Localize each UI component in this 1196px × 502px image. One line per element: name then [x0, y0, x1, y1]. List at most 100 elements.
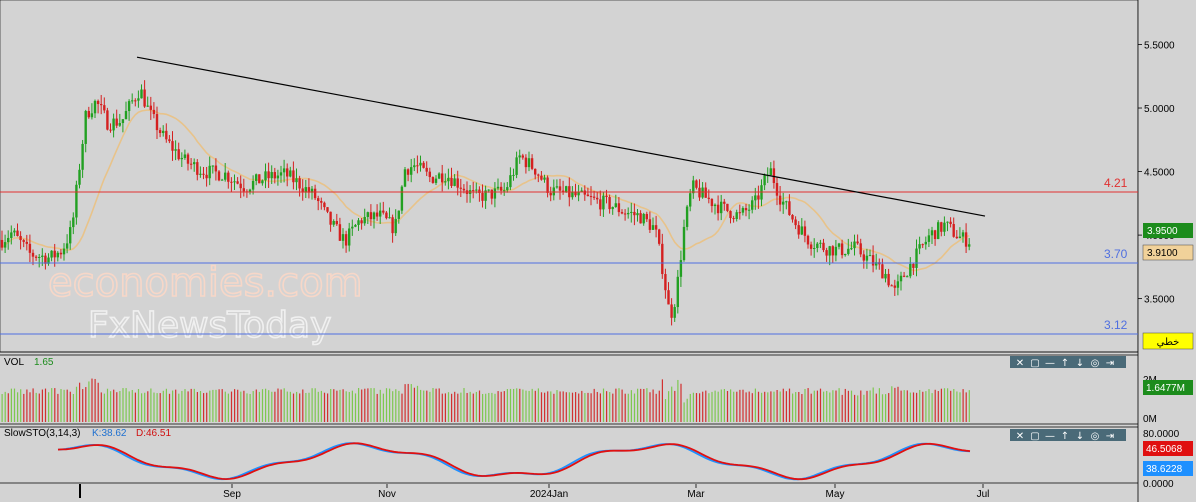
- candle-body: [47, 257, 50, 264]
- volume-bar: [172, 390, 174, 422]
- move-down-icon[interactable]: ↓: [1076, 358, 1084, 369]
- candle-body: [208, 165, 211, 179]
- volume-bar: [48, 392, 50, 422]
- volume-bar: [810, 393, 812, 422]
- drawing-badge[interactable]: خطي: [1142, 332, 1194, 350]
- volume-bar: [717, 391, 719, 422]
- close-icon[interactable]: ✕: [1016, 358, 1024, 369]
- candle-body: [915, 248, 918, 268]
- candle-body: [518, 155, 521, 158]
- volume-bar: [494, 393, 496, 422]
- candle-body: [450, 177, 453, 186]
- candle-body: [441, 173, 444, 183]
- candle-body: [360, 220, 363, 224]
- volume-bar: [206, 392, 208, 422]
- candle-body: [493, 188, 497, 199]
- candle-body: [78, 169, 81, 185]
- volume-bar: [881, 394, 884, 422]
- move-up-icon[interactable]: ↑: [1061, 431, 1069, 442]
- volume-bar: [184, 389, 186, 422]
- volume-bar: [500, 391, 502, 422]
- volume-bar: [829, 392, 831, 422]
- candle-body: [351, 226, 354, 229]
- volume-bar: [726, 391, 729, 422]
- candle-body: [540, 175, 543, 180]
- candle-body: [822, 242, 825, 251]
- volume-bar: [1, 393, 3, 422]
- volume-bar: [953, 388, 955, 422]
- volume-bar: [361, 389, 363, 422]
- settings-icon[interactable]: ◎: [1091, 358, 1100, 369]
- volume-bar: [420, 389, 422, 422]
- toolbar-background: [1010, 429, 1126, 441]
- volume-bar: [956, 391, 958, 422]
- volume-bar: [621, 389, 623, 422]
- candle-body: [112, 118, 115, 131]
- candle-body: [295, 178, 298, 183]
- volume-bar: [153, 392, 155, 422]
- volume-bar: [674, 390, 676, 422]
- volume-bar: [57, 393, 59, 422]
- volume-bar: [575, 392, 577, 422]
- candle-body: [366, 212, 369, 217]
- volume-bar: [779, 391, 781, 422]
- volume-bar: [416, 385, 419, 422]
- volume-bar: [488, 392, 490, 422]
- candle-body: [0, 239, 4, 248]
- settings-icon[interactable]: ◎: [1091, 431, 1100, 442]
- scroll-icon[interactable]: ⇥: [1106, 431, 1114, 442]
- candle-body: [834, 246, 838, 256]
- volume-bar: [609, 392, 611, 422]
- candle-body: [676, 276, 679, 308]
- volume-bar: [128, 391, 130, 422]
- minimize-icon[interactable]: —: [1045, 431, 1055, 442]
- volume-bar: [730, 389, 732, 422]
- candle-body: [664, 274, 667, 291]
- candle-body: [180, 157, 183, 160]
- volume-bar: [733, 391, 735, 422]
- candle-body: [648, 219, 652, 230]
- move-up-icon[interactable]: ↑: [1061, 358, 1069, 369]
- candle-body: [735, 212, 738, 219]
- candle-body: [273, 172, 276, 179]
- maximize-icon[interactable]: ▢: [1030, 358, 1039, 369]
- volume-bar: [754, 388, 756, 422]
- volume-bar: [792, 393, 794, 422]
- scroll-icon[interactable]: ⇥: [1106, 358, 1114, 369]
- candle-body: [425, 167, 428, 172]
- candle-body: [431, 177, 435, 183]
- volume-bar: [528, 390, 530, 422]
- volume-bar: [819, 388, 822, 422]
- close-icon[interactable]: ✕: [1016, 431, 1024, 442]
- candle-body: [837, 243, 841, 247]
- move-down-icon[interactable]: ↓: [1076, 431, 1084, 442]
- candle-body: [131, 100, 134, 102]
- volume-bar: [97, 382, 99, 422]
- maximize-icon[interactable]: ▢: [1030, 431, 1039, 442]
- volume-bar: [643, 388, 645, 422]
- volume-bar: [869, 390, 871, 422]
- candle-body: [434, 178, 438, 183]
- volume-bar: [854, 394, 856, 422]
- candle-body: [499, 186, 503, 191]
- volume-bar: [274, 391, 276, 422]
- volume-bar: [389, 388, 391, 422]
- volume-bar: [41, 389, 43, 422]
- candle-body: [341, 234, 345, 241]
- candle-body: [890, 285, 893, 287]
- volume-bar: [757, 391, 760, 422]
- resistance-trendline[interactable]: [136, 56, 986, 217]
- volume-bar: [606, 391, 608, 422]
- candle-body: [844, 254, 847, 256]
- volume-bar: [615, 388, 617, 422]
- price-tick-label: 4.5000: [1144, 168, 1175, 179]
- candle-body: [317, 198, 320, 202]
- candle-body: [543, 177, 546, 180]
- volume-bar: [147, 391, 149, 422]
- candle-body: [394, 218, 397, 234]
- candle-body: [785, 201, 788, 203]
- minimize-icon[interactable]: —: [1045, 358, 1055, 369]
- candle-body: [41, 255, 44, 257]
- candle-body: [608, 197, 611, 210]
- stochastic-k-box: [1143, 461, 1193, 476]
